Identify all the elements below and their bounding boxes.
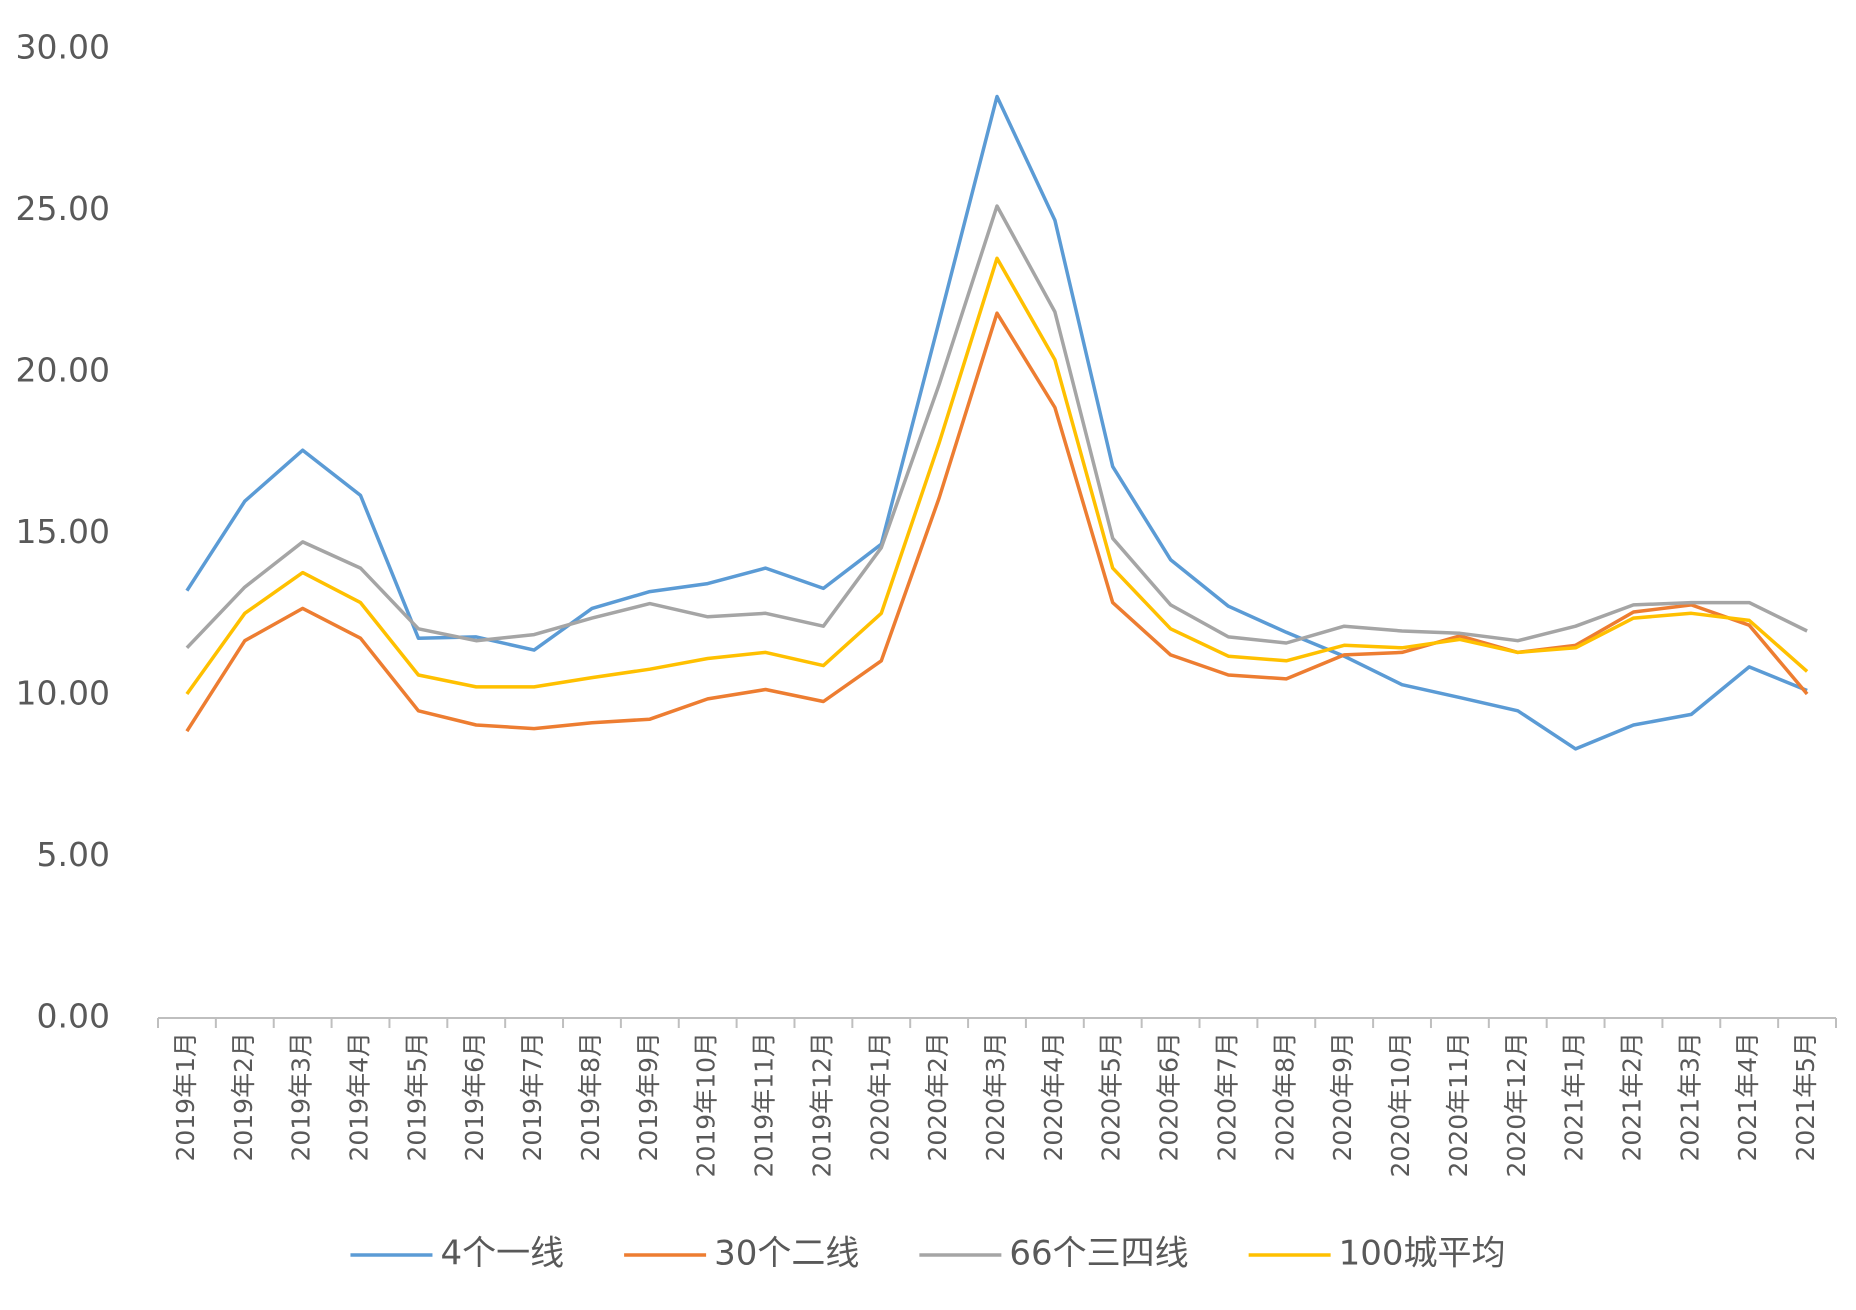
x-tick-label: 2020年8月: [1270, 1032, 1299, 1162]
x-tick-label: 2021年3月: [1675, 1032, 1704, 1162]
x-tick-label: 2019年2月: [229, 1032, 258, 1162]
y-tick-label: 20.00: [16, 351, 110, 390]
legend-label: 30个二线: [714, 1234, 859, 1274]
legend-label: 66个三四线: [1009, 1234, 1188, 1274]
y-tick-label: 30.00: [16, 28, 110, 67]
x-tick-label: 2020年1月: [865, 1032, 894, 1162]
y-tick-label: 0.00: [37, 997, 110, 1036]
series-line: [185, 311, 1809, 733]
x-tick-label: 2019年1月: [171, 1032, 200, 1162]
x-tick-label: 2021年5月: [1791, 1032, 1820, 1162]
legend-label: 100城平均: [1339, 1234, 1506, 1274]
y-tick-label: 15.00: [16, 512, 110, 551]
y-tick-label: 10.00: [16, 674, 110, 713]
x-tick-label: 2019年9月: [634, 1032, 663, 1162]
x-tick-label: 2019年11月: [750, 1032, 779, 1177]
x-tick-label: 2019年3月: [287, 1032, 316, 1162]
x-tick-label: 2020年11月: [1444, 1032, 1473, 1177]
x-tick-label: 2021年2月: [1617, 1032, 1646, 1162]
x-tick-label: 2019年4月: [345, 1032, 374, 1162]
y-tick-label: 25.00: [16, 189, 110, 228]
series-line: [185, 204, 1808, 650]
x-tick-label: 2019年8月: [576, 1032, 605, 1162]
x-tick-label: 2020年7月: [1212, 1032, 1241, 1162]
x-tick-label: 2019年10月: [692, 1032, 721, 1177]
x-tick-label: 2019年12月: [807, 1032, 836, 1177]
x-tick-label: 2021年1月: [1560, 1032, 1589, 1162]
x-tick-label: 2019年5月: [402, 1032, 431, 1162]
x-tick-label: 2020年9月: [1328, 1032, 1357, 1162]
x-tick-label: 2019年6月: [460, 1032, 489, 1162]
legend-label: 4个一线: [440, 1234, 564, 1274]
x-tick-label: 2020年2月: [923, 1032, 952, 1162]
x-tick-label: 2019年7月: [518, 1032, 547, 1162]
y-tick-label: 5.00: [37, 835, 110, 874]
x-tick-label: 2020年10月: [1386, 1032, 1415, 1177]
series-line: [185, 94, 1808, 751]
x-tick-label: 2021年4月: [1733, 1032, 1762, 1162]
x-tick-label: 2020年6月: [1155, 1032, 1184, 1162]
x-tick-label: 2020年3月: [981, 1032, 1010, 1162]
x-tick-label: 2020年12月: [1502, 1032, 1531, 1177]
x-tick-label: 2020年4月: [1039, 1032, 1068, 1162]
series-line: [185, 256, 1809, 696]
x-tick-label: 2020年5月: [1097, 1032, 1126, 1162]
